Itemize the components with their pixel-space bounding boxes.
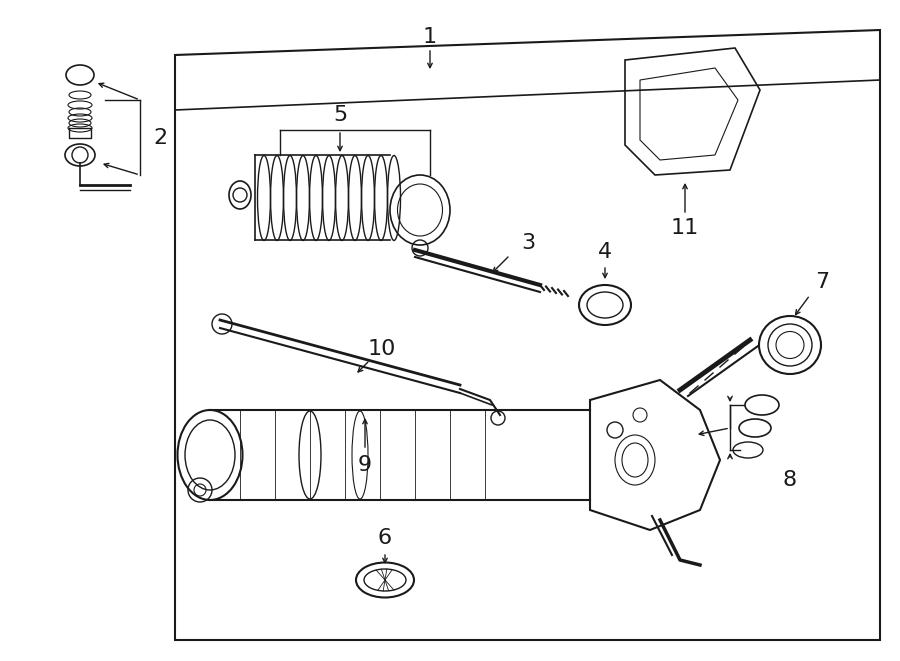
- Text: 4: 4: [598, 242, 612, 262]
- Text: 3: 3: [521, 233, 535, 253]
- Text: 9: 9: [358, 455, 372, 475]
- Text: 7: 7: [814, 272, 829, 292]
- Text: 2: 2: [153, 128, 167, 148]
- Text: 5: 5: [333, 105, 347, 125]
- Text: 11: 11: [670, 218, 699, 238]
- Text: 6: 6: [378, 528, 392, 548]
- Text: 1: 1: [423, 27, 437, 47]
- Text: 10: 10: [368, 339, 396, 359]
- Text: 8: 8: [783, 470, 797, 490]
